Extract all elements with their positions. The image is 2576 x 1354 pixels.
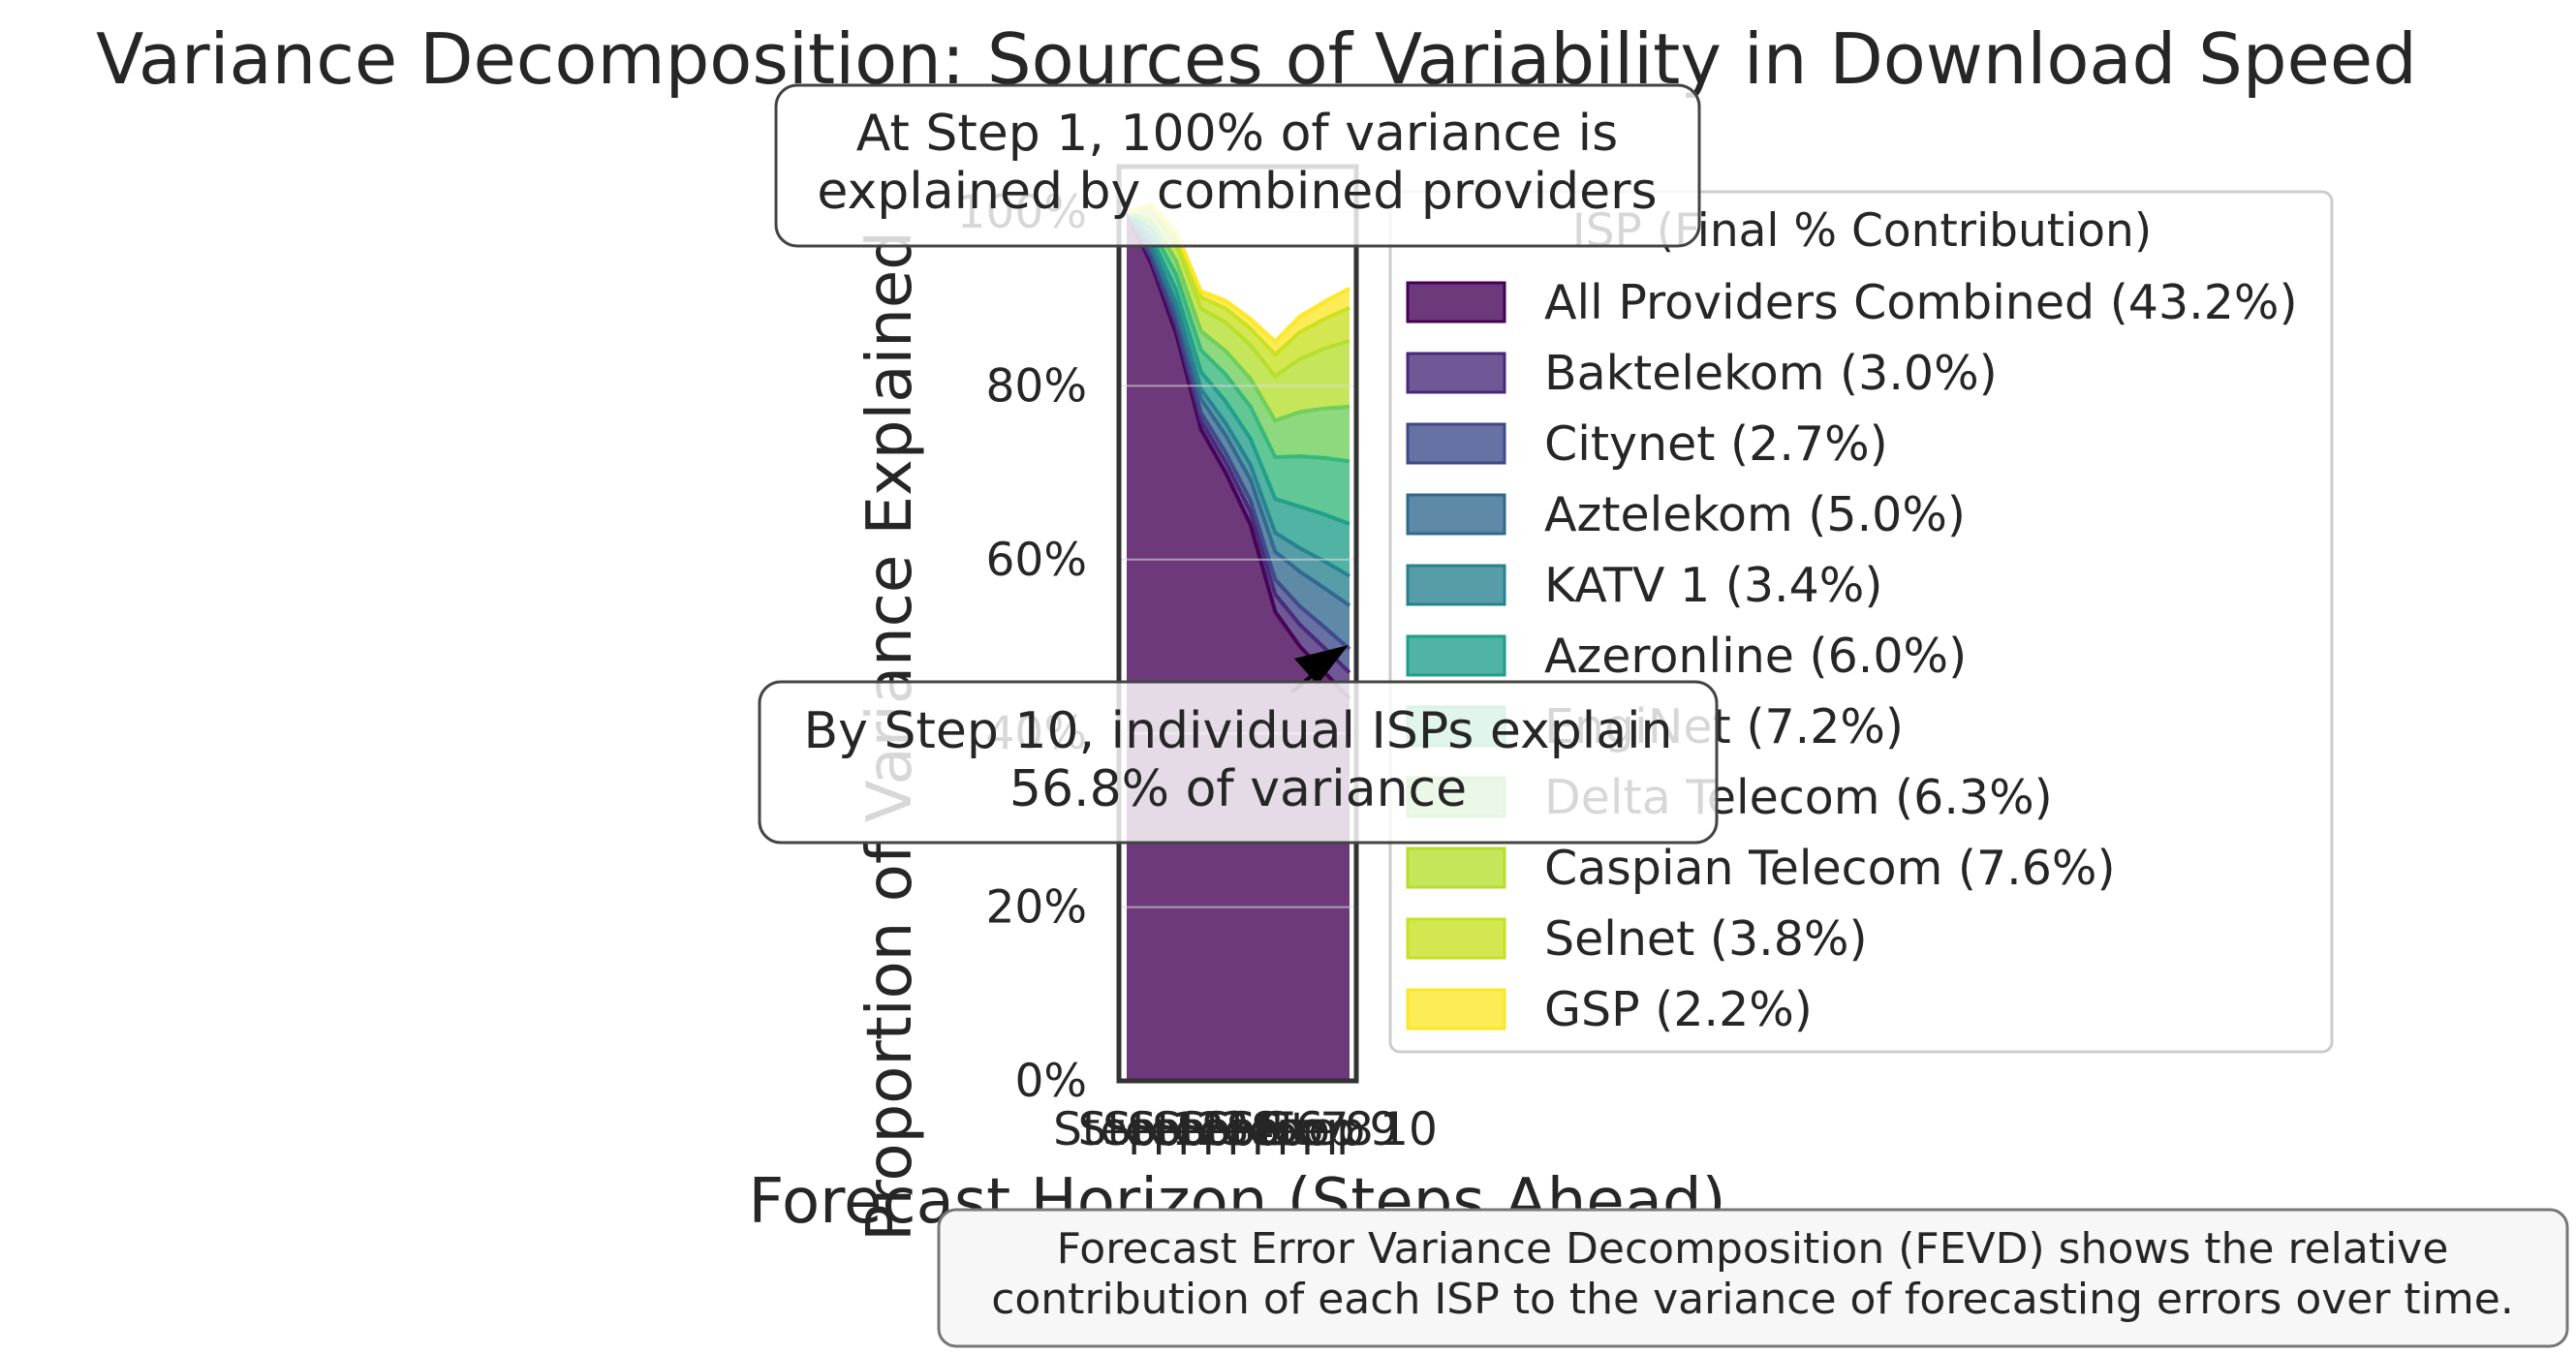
legend-label: Baktelekom (3.0%)	[1544, 346, 1998, 401]
area-series-6	[1127, 212, 1350, 524]
area-series-7	[1127, 212, 1350, 462]
annotation-step1-line2: explained by combined providers	[817, 163, 1657, 221]
legend: ISP (Final % Contribution) All Providers…	[1388, 190, 2334, 1054]
line-series-3	[1125, 210, 1351, 607]
legend-label: Selnet (3.8%)	[1544, 911, 1868, 967]
line-series-2	[1125, 211, 1351, 651]
footnote-box	[937, 1208, 2569, 1348]
legend-swatch	[1406, 493, 1506, 536]
annotation-step10-box	[758, 680, 1719, 845]
legend-swatch	[1406, 564, 1506, 606]
line-series-6	[1125, 210, 1350, 464]
legend-label: GSP (2.2%)	[1544, 982, 1813, 1037]
x-tick-label: Step 10	[1261, 1103, 1438, 1156]
legend-label: KATV 1 (3.4%)	[1544, 558, 1882, 613]
footnote-line1: Forecast Error Variance Decomposition (F…	[1057, 1224, 2449, 1274]
footnote: Forecast Error Variance Decomposition (F…	[937, 1208, 2569, 1348]
x-tick-label: Step 1	[1053, 1103, 1200, 1156]
x-tick-label: Step 8	[1226, 1103, 1374, 1156]
annotation-step10-line2: 56.8% of variance	[1009, 760, 1467, 818]
x-tick-label: Step 3	[1102, 1103, 1250, 1156]
legend-swatch	[1406, 352, 1506, 394]
legend-swatch	[1406, 281, 1506, 323]
x-tick-label: Step 6	[1177, 1103, 1324, 1156]
legend-swatch	[1406, 634, 1506, 677]
legend-label: Citynet (2.7%)	[1544, 416, 1888, 472]
legend-label: Azeronline (6.0%)	[1544, 629, 1967, 684]
legend-label: All Providers Combined (43.2%)	[1544, 275, 2298, 330]
x-tick-label: Step 2	[1078, 1103, 1226, 1156]
y-tick-label: 80%	[986, 359, 1087, 413]
x-tick-label: Step 9	[1252, 1103, 1399, 1156]
legend-swatch	[1406, 422, 1506, 465]
annotation-step10-line1: By Step 10, individual ISPs explain	[804, 702, 1673, 760]
x-tick-label: Step 7	[1201, 1103, 1349, 1156]
y-tick-label: 20%	[986, 881, 1087, 935]
legend-label: Aztelekom (5.0%)	[1544, 487, 1966, 542]
x-tick-label: Step 5	[1152, 1103, 1299, 1156]
annotation-step1: At Step 1, 100% of variance is explained…	[774, 83, 1701, 248]
area-series-3	[1127, 212, 1350, 650]
legend-label: Caspian Telecom (7.6%)	[1544, 841, 2116, 896]
annotation-step1-box	[774, 83, 1701, 248]
y-tick-label: 60%	[986, 534, 1087, 587]
x-tick-label: Step 4	[1128, 1103, 1275, 1156]
area-series-5	[1127, 212, 1350, 576]
annotation-step10: By Step 10, individual ISPs explain 56.8…	[758, 680, 1719, 845]
line-series-4	[1125, 210, 1351, 578]
legend-swatch	[1406, 917, 1506, 960]
area-series-0	[1127, 212, 1350, 1081]
y-axis-ticks: 0%20%40%60%80%100%	[957, 186, 1087, 1108]
footnote-line2: contribution of each ISP to the variance…	[991, 1275, 2514, 1324]
legend-swatch	[1406, 846, 1506, 889]
arrow-head	[1294, 645, 1349, 685]
line-series-5	[1125, 210, 1350, 526]
area-series-4	[1127, 212, 1350, 606]
y-tick-label: 0%	[1014, 1055, 1087, 1108]
annotation-step1-line1: At Step 1, 100% of variance is	[856, 105, 1618, 163]
legend-swatch	[1406, 988, 1506, 1031]
